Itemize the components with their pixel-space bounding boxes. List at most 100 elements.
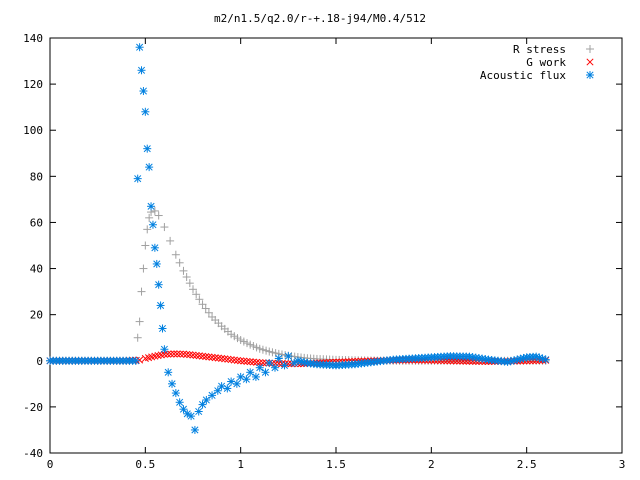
data-point [147, 202, 156, 211]
y-tick-label: -40 [23, 447, 43, 460]
data-point [232, 379, 241, 388]
data-point [541, 355, 550, 364]
data-point [256, 359, 264, 367]
data-point [208, 391, 217, 400]
series-r-stress [46, 206, 550, 365]
data-point [239, 337, 248, 346]
data-point [195, 295, 204, 304]
data-point [139, 87, 148, 96]
data-point [246, 340, 255, 349]
data-point [135, 43, 144, 52]
data-point [261, 368, 270, 377]
data-point [133, 333, 142, 342]
data-point [150, 206, 159, 215]
data-point [141, 241, 150, 250]
data-point [233, 334, 242, 343]
data-point [167, 350, 175, 358]
legend-marker [586, 58, 594, 66]
data-point [259, 359, 267, 367]
data-point [179, 350, 188, 358]
data-point [148, 220, 157, 229]
x-tick-label: 0.5 [135, 458, 155, 471]
data-point [160, 223, 169, 232]
data-point [187, 412, 196, 421]
data-point [156, 301, 165, 310]
x-tick-label: 2.5 [517, 458, 537, 471]
data-point [265, 359, 274, 368]
data-point [158, 324, 167, 333]
y-tick-label: -20 [23, 401, 43, 414]
x-axis: 0 0.5 1 1.5 2 2.5 3 [47, 38, 626, 471]
chart-title: m2/n1.5/q2.0/r-+.18-j94/M0.4/512 [214, 12, 426, 25]
y-tick-label: 40 [30, 263, 43, 276]
data-point [194, 407, 203, 416]
data-point [183, 350, 191, 358]
data-point [249, 358, 257, 366]
y-tick-label: 100 [23, 124, 43, 137]
data-point [249, 342, 258, 351]
data-point [246, 368, 255, 377]
legend-label: Acoustic flux [480, 69, 566, 82]
data-point [227, 330, 236, 339]
data-point [192, 290, 201, 299]
data-point [253, 358, 261, 366]
data-point [243, 339, 252, 348]
data-point [175, 258, 184, 267]
data-point [252, 343, 261, 352]
data-point [240, 357, 248, 365]
data-point [198, 400, 207, 409]
data-point [223, 384, 232, 393]
data-point [175, 398, 184, 407]
legend-marker [586, 45, 594, 53]
data-point [258, 345, 267, 354]
data-point [145, 163, 154, 172]
y-tick-label: 0 [36, 355, 43, 368]
data-point [171, 389, 180, 398]
legend-label: R stress [513, 43, 566, 56]
data-point [160, 350, 168, 358]
data-point [230, 332, 239, 341]
data-point [198, 300, 207, 309]
data-point [145, 213, 154, 222]
data-point [265, 347, 274, 356]
data-point [202, 395, 211, 404]
y-tick-label: 120 [23, 78, 43, 91]
data-point [168, 379, 177, 388]
data-point [154, 280, 163, 289]
data-point [160, 345, 169, 354]
x-tick-label: 1.5 [326, 458, 346, 471]
series-acoustic-flux [46, 43, 550, 434]
x-tick-label: 0 [47, 458, 54, 471]
data-point [182, 273, 191, 282]
data-point [535, 353, 544, 362]
data-point [171, 250, 180, 259]
x-tick-label: 1 [237, 458, 244, 471]
legend-label: G work [526, 56, 566, 69]
data-point [164, 350, 172, 358]
data-point [150, 243, 159, 252]
data-point [280, 361, 289, 370]
data-point [189, 285, 197, 294]
data-point [137, 287, 146, 296]
x-tick-label: 3 [619, 458, 626, 471]
data-point [166, 236, 175, 245]
data-point [268, 348, 277, 357]
data-point [237, 357, 245, 365]
data-point [255, 363, 264, 372]
data-point [213, 386, 222, 395]
y-tick-label: 140 [23, 32, 43, 45]
plot-border [49, 37, 623, 454]
data-point [190, 425, 199, 434]
y-axis: -40 -20 0 20 40 60 80 100 120 140 [23, 32, 622, 460]
data-point [164, 368, 173, 377]
data-point [137, 66, 146, 75]
data-point [179, 266, 188, 275]
data-point [201, 304, 210, 313]
data-point [143, 225, 152, 234]
data-point [179, 405, 188, 414]
data-point [243, 357, 251, 365]
data-point [284, 352, 293, 361]
data-point [173, 350, 181, 358]
